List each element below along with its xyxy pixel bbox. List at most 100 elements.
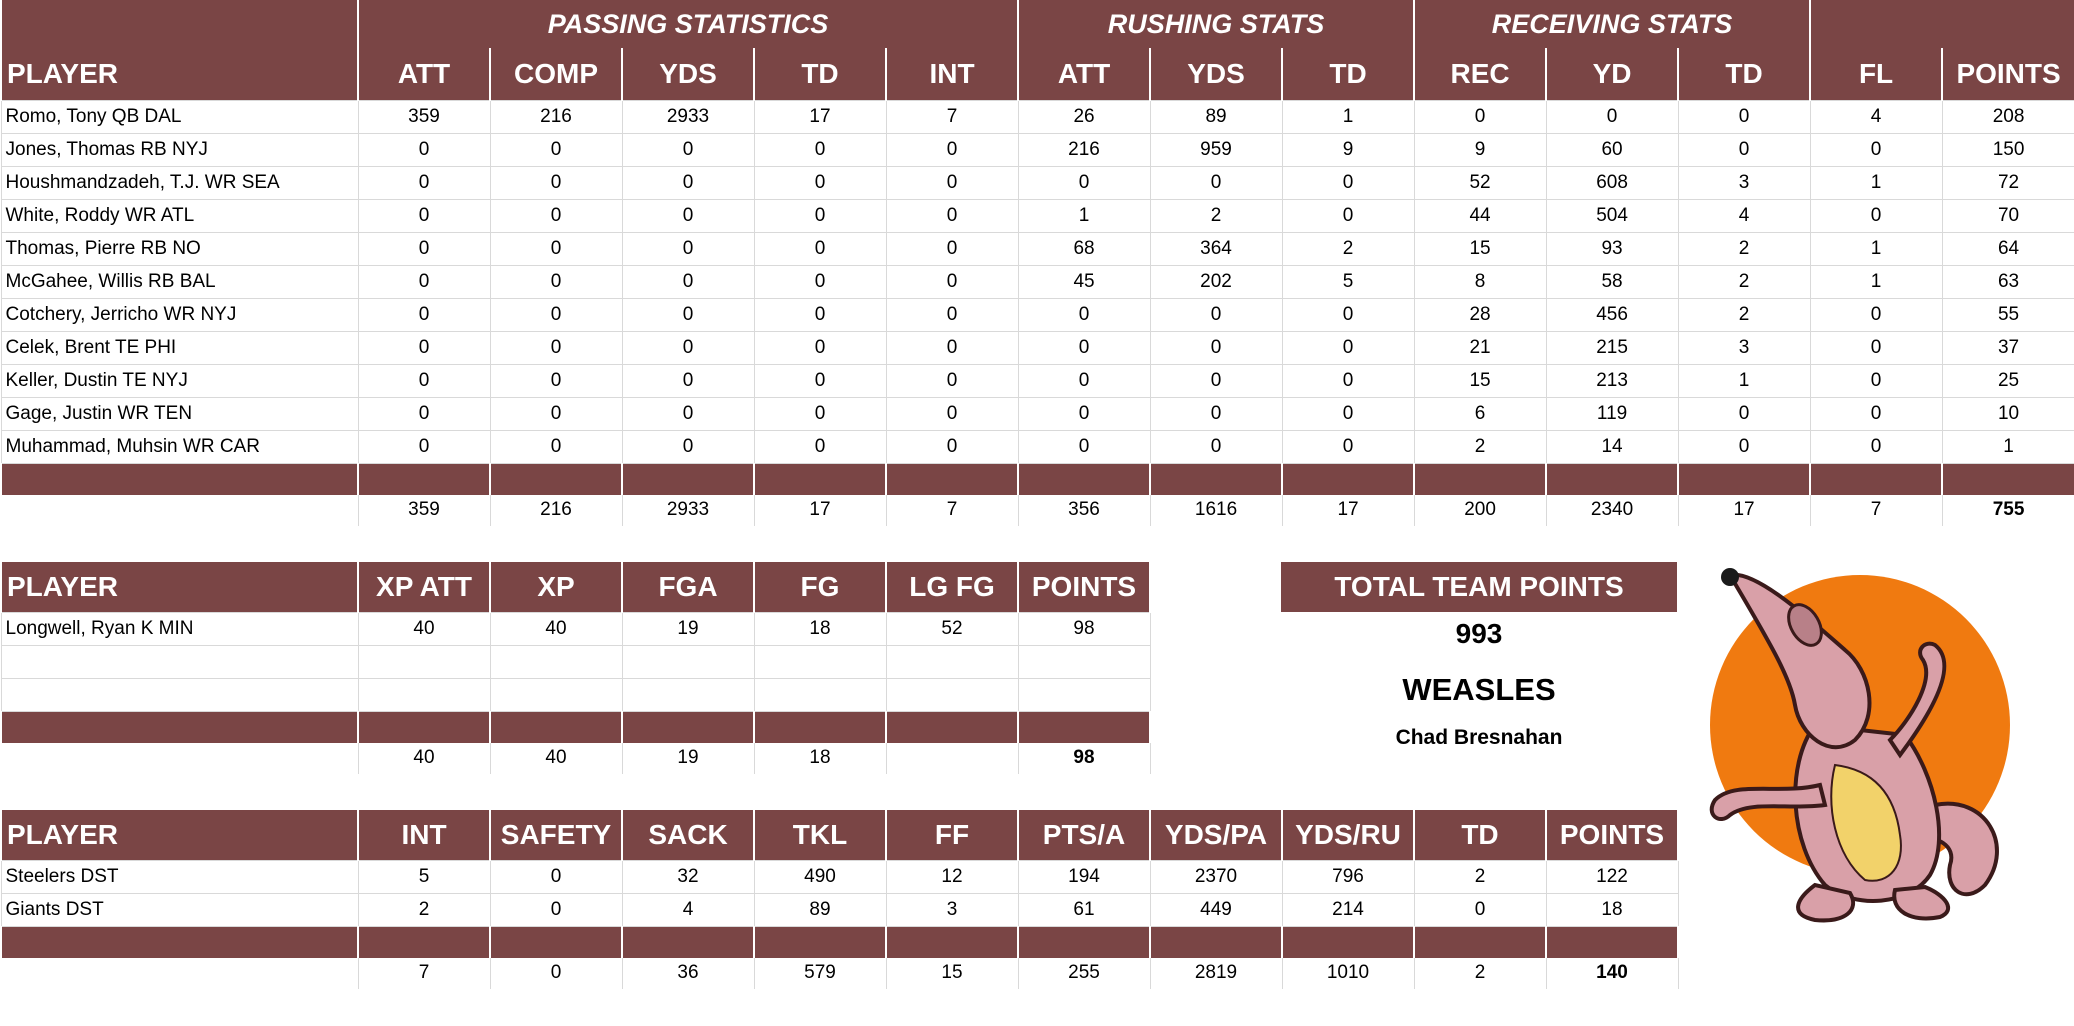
stat-cell[interactable]: 0 <box>357 330 491 365</box>
stat-cell[interactable] <box>1017 644 1151 679</box>
stat-cell[interactable]: 68 <box>1017 231 1151 266</box>
stat-cell[interactable]: 0 <box>357 198 491 233</box>
stat-cell[interactable]: 0 <box>1677 99 1811 134</box>
stat-cell[interactable]: 52 <box>1413 165 1547 200</box>
stat-cell[interactable]: 0 <box>489 264 623 299</box>
stat-cell[interactable]: 0 <box>1149 363 1283 398</box>
stat-cell[interactable]: 0 <box>885 429 1019 464</box>
stat-cell[interactable]: 0 <box>1413 99 1547 134</box>
stat-cell[interactable]: 0 <box>1809 429 1943 464</box>
stat-cell[interactable]: 1 <box>1809 165 1943 200</box>
total-cell[interactable]: 40 <box>357 742 491 774</box>
stat-cell[interactable]: 2 <box>1149 198 1283 233</box>
stat-cell[interactable]: 0 <box>489 892 623 927</box>
stat-cell[interactable]: 213 <box>1545 363 1679 398</box>
stat-cell[interactable]: 0 <box>1281 363 1415 398</box>
stat-cell[interactable]: 3 <box>1677 330 1811 365</box>
stat-cell[interactable]: 0 <box>621 429 755 464</box>
total-cell[interactable]: 40 <box>489 742 623 774</box>
stat-cell[interactable]: 4 <box>1809 99 1943 134</box>
stat-cell[interactable]: 0 <box>621 330 755 365</box>
stat-cell[interactable]: 504 <box>1545 198 1679 233</box>
stat-cell[interactable]: 2 <box>357 892 491 927</box>
total-cell[interactable]: 140 <box>1545 957 1679 989</box>
total-cell[interactable]: 356 <box>1017 494 1151 526</box>
total-cell[interactable]: 18 <box>753 742 887 774</box>
stat-cell[interactable]: 0 <box>1017 396 1151 431</box>
stat-cell[interactable] <box>753 677 887 712</box>
stat-cell[interactable]: 18 <box>1545 892 1679 927</box>
stat-cell[interactable]: 0 <box>1281 429 1415 464</box>
stat-cell[interactable]: 0 <box>357 165 491 200</box>
stat-cell[interactable]: 0 <box>621 396 755 431</box>
stat-cell[interactable]: 2 <box>1677 264 1811 299</box>
total-cell[interactable]: 755 <box>1941 494 2074 526</box>
stat-cell[interactable]: 63 <box>1941 264 2074 299</box>
stat-cell[interactable]: 70 <box>1941 198 2074 233</box>
stat-cell[interactable]: 61 <box>1017 892 1151 927</box>
stat-cell[interactable]: 0 <box>1281 198 1415 233</box>
stat-cell[interactable]: 0 <box>621 231 755 266</box>
total-cell[interactable]: 2933 <box>621 494 755 526</box>
stat-cell[interactable]: 0 <box>621 363 755 398</box>
stat-cell[interactable] <box>621 677 755 712</box>
stat-cell[interactable]: 0 <box>357 297 491 332</box>
stat-cell[interactable]: 0 <box>489 396 623 431</box>
stat-cell[interactable]: 0 <box>1017 429 1151 464</box>
stat-cell[interactable]: 959 <box>1149 132 1283 167</box>
stat-cell[interactable]: 0 <box>1809 132 1943 167</box>
stat-cell[interactable] <box>357 644 491 679</box>
stat-cell[interactable]: 0 <box>885 330 1019 365</box>
stat-cell[interactable]: 1 <box>1281 99 1415 134</box>
total-cell[interactable] <box>885 742 1019 774</box>
player-name-cell[interactable]: Jones, Thomas RB NYJ <box>0 132 359 167</box>
stat-cell[interactable]: 2 <box>1413 429 1547 464</box>
stat-cell[interactable]: 72 <box>1941 165 2074 200</box>
stat-cell[interactable]: 0 <box>1017 363 1151 398</box>
stat-cell[interactable]: 0 <box>489 231 623 266</box>
stat-cell[interactable]: 28 <box>1413 297 1547 332</box>
stat-cell[interactable]: 0 <box>1677 396 1811 431</box>
stat-cell[interactable]: 194 <box>1017 859 1151 894</box>
stat-cell[interactable] <box>885 644 1019 679</box>
stat-cell[interactable]: 0 <box>1149 165 1283 200</box>
stat-cell[interactable]: 21 <box>1413 330 1547 365</box>
total-cell[interactable]: 17 <box>753 494 887 526</box>
stat-cell[interactable]: 0 <box>621 297 755 332</box>
stat-cell[interactable]: 0 <box>1413 892 1547 927</box>
stat-cell[interactable]: 98 <box>1017 611 1151 646</box>
total-cell[interactable]: 0 <box>489 957 623 989</box>
total-cell[interactable]: 216 <box>489 494 623 526</box>
stat-cell[interactable]: 0 <box>621 198 755 233</box>
total-cell[interactable]: 2819 <box>1149 957 1283 989</box>
stat-cell[interactable]: 0 <box>1809 363 1943 398</box>
player-name-cell[interactable]: McGahee, Willis RB BAL <box>0 264 359 299</box>
stat-cell[interactable]: 216 <box>489 99 623 134</box>
stat-cell[interactable]: 456 <box>1545 297 1679 332</box>
stat-cell[interactable]: 0 <box>357 396 491 431</box>
stat-cell[interactable]: 1 <box>1809 264 1943 299</box>
stat-cell[interactable]: 0 <box>1809 396 1943 431</box>
stat-cell[interactable]: 18 <box>753 611 887 646</box>
stat-cell[interactable]: 0 <box>357 429 491 464</box>
total-cell[interactable]: 7 <box>1809 494 1943 526</box>
stat-cell[interactable]: 119 <box>1545 396 1679 431</box>
stat-cell[interactable] <box>1017 677 1151 712</box>
stat-cell[interactable]: 0 <box>489 198 623 233</box>
player-name-cell[interactable]: Celek, Brent TE PHI <box>0 330 359 365</box>
stat-cell[interactable]: 4 <box>621 892 755 927</box>
player-name-cell[interactable]: White, Roddy WR ATL <box>0 198 359 233</box>
stat-cell[interactable]: 5 <box>357 859 491 894</box>
total-cell[interactable]: 359 <box>357 494 491 526</box>
player-name-cell[interactable]: Giants DST <box>0 892 359 927</box>
stat-cell[interactable]: 0 <box>1281 297 1415 332</box>
stat-cell[interactable]: 0 <box>753 297 887 332</box>
stat-cell[interactable]: 0 <box>1149 297 1283 332</box>
stat-cell[interactable]: 208 <box>1941 99 2074 134</box>
stat-cell[interactable]: 3 <box>1677 165 1811 200</box>
stat-cell[interactable]: 0 <box>621 132 755 167</box>
stat-cell[interactable]: 0 <box>753 132 887 167</box>
total-cell[interactable]: 2 <box>1413 957 1547 989</box>
player-name-cell[interactable]: Romo, Tony QB DAL <box>0 99 359 134</box>
stat-cell[interactable]: 2370 <box>1149 859 1283 894</box>
